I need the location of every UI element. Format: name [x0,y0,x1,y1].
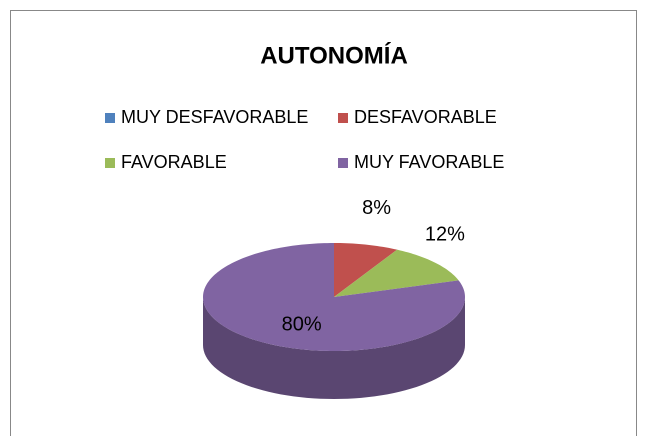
legend-label: MUY FAVORABLE [354,152,504,172]
legend-swatch [338,158,348,168]
legend-swatch [338,113,348,123]
legend-label: MUY DESFAVORABLE [121,107,308,127]
data-label: 80% [282,314,322,336]
pie-slice [334,249,459,297]
data-label: 8% [362,197,391,219]
legend-label: DESFAVORABLE [354,107,497,127]
legend-label: FAVORABLE [121,152,227,172]
pie-side [203,297,465,399]
data-label: 12% [425,224,465,246]
pie-slice [334,243,398,297]
chart-title: AUTONOMÍA [260,41,408,69]
pie-slice [203,243,465,351]
legend-swatch [105,113,115,123]
legend-swatch [105,158,115,168]
